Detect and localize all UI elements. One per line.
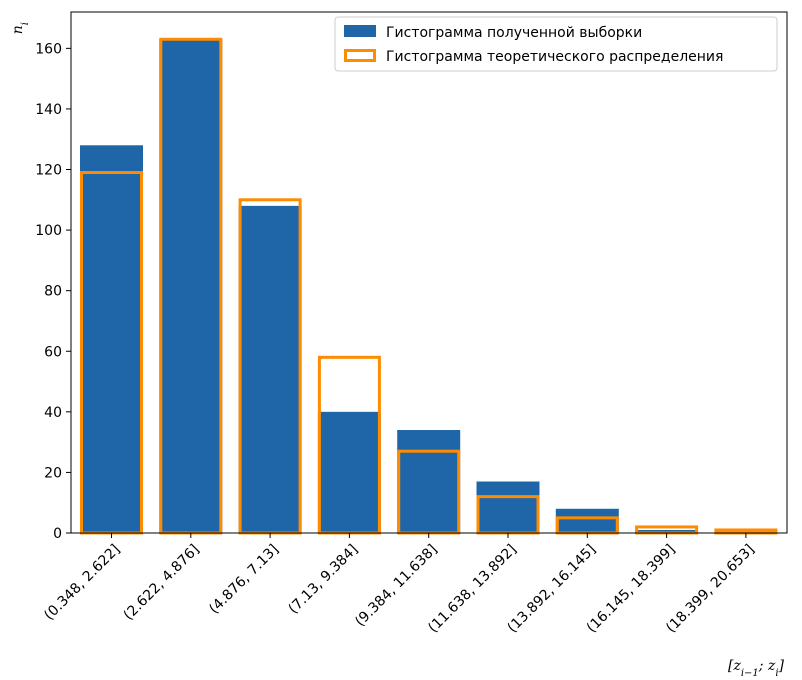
x-tick-label: (11.638, 13.892] bbox=[425, 542, 520, 637]
y-tick-label: 0 bbox=[53, 526, 62, 542]
sample-bar bbox=[555, 508, 619, 533]
sample-bar bbox=[80, 145, 143, 534]
sample-bar bbox=[635, 529, 699, 533]
sample-bars bbox=[80, 39, 699, 534]
sample-bar bbox=[476, 481, 540, 533]
x-tick-label: (2.622, 4.876] bbox=[121, 542, 203, 624]
y-axis-label: ni bbox=[10, 22, 31, 34]
x-tick-label: (18.399, 20.653] bbox=[663, 542, 758, 637]
y-tick-label: 140 bbox=[35, 102, 62, 118]
legend-frame bbox=[334, 16, 778, 72]
sample-bar bbox=[159, 39, 223, 533]
y-ticks: 0 20 40 60 80 100 120 140 160 bbox=[35, 41, 71, 542]
y-tick-label: 80 bbox=[44, 284, 62, 300]
x-ticks: (0.348, 2.622](2.622, 4.876] (4.876, 7.13… bbox=[41, 533, 758, 637]
sample-bar bbox=[397, 430, 461, 533]
y-tick-label: 160 bbox=[35, 41, 62, 57]
y-tick-label: 40 bbox=[44, 405, 62, 421]
x-tick-label: (16.145, 18.399] bbox=[584, 542, 679, 637]
sample-bar bbox=[317, 411, 381, 533]
sample-bar bbox=[238, 205, 302, 533]
y-tick-label: 120 bbox=[35, 163, 62, 179]
y-tick-label: 20 bbox=[44, 465, 62, 481]
x-tick-label: (13.892, 16.145] bbox=[505, 542, 600, 637]
x-axis-label: [zi−1; zi] bbox=[728, 658, 785, 679]
x-tick-label: (9.384, 11.638] bbox=[352, 542, 440, 630]
y-tick-label: 60 bbox=[44, 344, 62, 360]
legend: Гистограмма полученной выборки Гистограм… bbox=[334, 16, 778, 72]
legend-label-sample: Гистограмма полученной выборки bbox=[386, 25, 642, 41]
x-tick-label: (4.876, 7.13] bbox=[206, 542, 282, 618]
y-tick-label: 100 bbox=[35, 223, 62, 239]
x-tick-label: (7.13, 9.384] bbox=[286, 542, 362, 618]
x-tick-label: (0.348, 2.622] bbox=[41, 542, 123, 624]
legend-label-theoretical: Гистограмма теоретического распределения bbox=[386, 49, 723, 65]
legend-swatch-sample bbox=[344, 25, 376, 37]
legend-swatch-theoretical bbox=[344, 49, 376, 62]
